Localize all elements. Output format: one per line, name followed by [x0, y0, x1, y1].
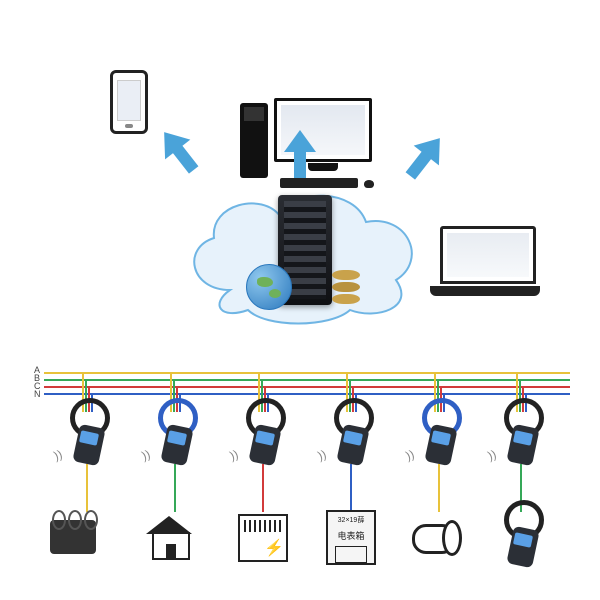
database-icon	[332, 270, 360, 304]
endpoint-drop-4	[438, 464, 440, 512]
clamp-meter-2-icon: ))	[152, 398, 198, 468]
diagram-stage: A B C N ))))))))))))⚡32×19薛电表箱	[0, 0, 600, 600]
phone-icon	[110, 70, 148, 134]
endpoint-panel-icon: 32×19薛电表箱	[326, 510, 376, 565]
clamp-meter-4-icon: ))	[328, 398, 374, 468]
endpoint-extra-clamp-icon	[498, 500, 544, 570]
bus-line-a	[44, 372, 570, 374]
endpoint-drop-2	[262, 464, 264, 512]
bus-line-n	[44, 393, 570, 395]
endpoint-drop-3	[350, 464, 352, 512]
bus-label-n: N	[34, 389, 41, 399]
panel-top-text: 32×19薛	[338, 515, 365, 525]
arrow-to-phone-icon	[152, 120, 212, 190]
clamp-meter-3-icon: ))	[240, 398, 286, 468]
arrow-to-desktop-icon	[280, 126, 320, 182]
bus-line-b	[44, 379, 570, 381]
arrow-to-laptop-icon	[392, 126, 452, 196]
endpoint-drop-1	[174, 464, 176, 512]
laptop-icon	[430, 226, 540, 296]
globe-icon	[246, 264, 292, 310]
bus-line-c	[44, 386, 570, 388]
endpoint-drop-0	[86, 464, 88, 512]
clamp-meter-5-icon: ))	[416, 398, 462, 468]
endpoint-motor-box-icon: ⚡	[238, 514, 288, 562]
clamp-meter-6-icon: ))	[498, 398, 544, 468]
endpoint-house-icon	[146, 516, 192, 556]
panel-mid-text: 电表箱	[337, 529, 364, 542]
endpoint-cable-reel-icon	[412, 518, 462, 558]
endpoint-transformer-icon	[46, 510, 100, 560]
clamp-meter-1-icon: ))	[64, 398, 110, 468]
